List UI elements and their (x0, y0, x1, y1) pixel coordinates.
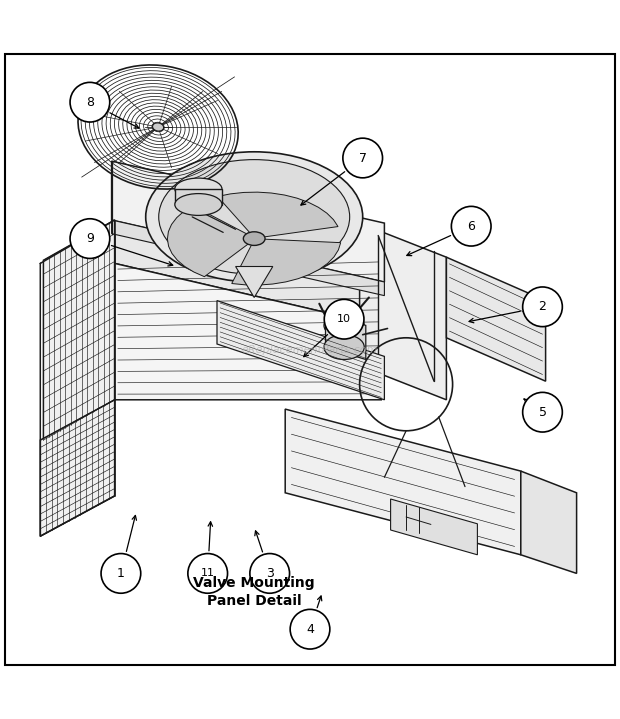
Polygon shape (167, 206, 250, 277)
Text: 3: 3 (266, 567, 273, 580)
Ellipse shape (324, 313, 365, 338)
Polygon shape (236, 267, 273, 298)
Polygon shape (175, 189, 222, 204)
Polygon shape (43, 220, 115, 440)
Polygon shape (285, 409, 521, 555)
Ellipse shape (175, 178, 222, 200)
Polygon shape (217, 301, 384, 400)
Polygon shape (521, 471, 577, 573)
Polygon shape (326, 313, 366, 360)
Polygon shape (218, 192, 338, 237)
Text: Valve Mounting
Panel Detail: Valve Mounting Panel Detail (193, 577, 315, 608)
Text: 5: 5 (539, 406, 546, 418)
Ellipse shape (175, 193, 222, 216)
Circle shape (290, 610, 330, 649)
Polygon shape (112, 220, 384, 296)
Circle shape (70, 219, 110, 258)
Text: 6: 6 (467, 220, 475, 233)
Text: 8: 8 (86, 96, 94, 109)
Polygon shape (112, 161, 384, 282)
Text: 7: 7 (359, 152, 366, 165)
Text: 4: 4 (306, 623, 314, 636)
Polygon shape (115, 263, 381, 400)
Text: 10: 10 (337, 314, 351, 324)
Ellipse shape (146, 152, 363, 282)
Text: eReplacementParts.com: eReplacementParts.com (242, 345, 378, 355)
Circle shape (188, 554, 228, 593)
Polygon shape (40, 400, 115, 536)
Text: 1: 1 (117, 567, 125, 580)
Polygon shape (115, 220, 381, 326)
Ellipse shape (153, 123, 164, 131)
Ellipse shape (159, 160, 350, 274)
Polygon shape (232, 239, 340, 285)
Text: 2: 2 (539, 301, 546, 313)
Circle shape (523, 393, 562, 432)
Circle shape (70, 83, 110, 122)
Circle shape (523, 287, 562, 326)
Circle shape (451, 206, 491, 246)
Polygon shape (391, 499, 477, 555)
Polygon shape (446, 257, 546, 381)
Circle shape (324, 299, 364, 339)
Circle shape (250, 554, 290, 593)
Ellipse shape (243, 232, 265, 245)
FancyBboxPatch shape (5, 55, 615, 664)
Polygon shape (360, 223, 446, 400)
Circle shape (343, 138, 383, 178)
Circle shape (101, 554, 141, 593)
Text: 11: 11 (201, 569, 215, 578)
Text: 9: 9 (86, 232, 94, 245)
Ellipse shape (324, 335, 365, 360)
